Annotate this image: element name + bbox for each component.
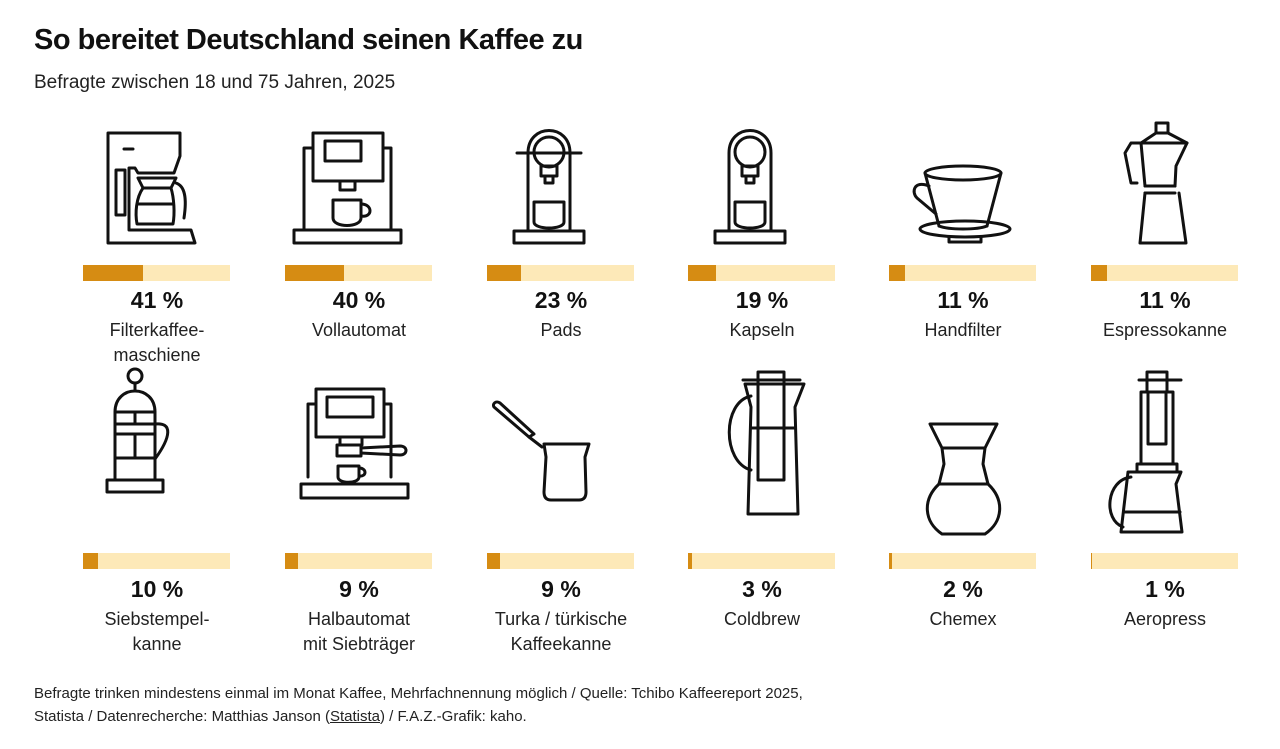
chart-subtitle: Befragte zwischen 18 und 75 Jahren, 2025 xyxy=(34,72,396,93)
value-label: 40 % xyxy=(332,287,386,313)
value-label: 3 % xyxy=(742,576,782,602)
bar-track xyxy=(889,265,1036,281)
cezve-icon xyxy=(487,362,635,542)
value-label: 41 % xyxy=(130,287,184,313)
value-label: 10 % xyxy=(130,576,184,602)
bar-track xyxy=(285,265,432,281)
bar-fill xyxy=(285,265,344,281)
bar-track xyxy=(1091,265,1238,281)
category-label: Siebstempel- kanne xyxy=(104,609,210,654)
bar-fill xyxy=(1091,553,1093,569)
bar-fill xyxy=(688,553,693,569)
footer-line-1: Befragte trinken mindestens einmal im Mo… xyxy=(34,685,803,702)
bar-track xyxy=(487,553,634,569)
french-press-icon xyxy=(83,362,231,542)
category-label: Aeropress xyxy=(1123,609,1207,629)
footer-line-2a: Statista / Datenrecherche: Matthias Jans… xyxy=(34,708,330,725)
value-label: 2 % xyxy=(943,576,983,602)
chart-title: So bereitet Deutschland seinen Kaffee zu xyxy=(34,24,583,56)
chemex-icon xyxy=(889,362,1037,542)
bar-track xyxy=(83,553,230,569)
bar-track xyxy=(688,553,835,569)
footer-line-2b: ) / F.A.Z.-Grafik: kaho. xyxy=(380,708,527,725)
bar-track xyxy=(889,553,1036,569)
category-label: Coldbrew xyxy=(723,609,801,629)
category-label: Handfilter xyxy=(924,320,1002,340)
category-label: Turka / türkische Kaffeekanne xyxy=(494,609,628,654)
pad-machine-icon xyxy=(487,118,635,258)
bar-fill xyxy=(83,553,98,569)
bar-track xyxy=(688,265,835,281)
category-label: Espressokanne xyxy=(1102,320,1228,340)
category-label: Vollautomat xyxy=(311,320,407,340)
value-label: 11 % xyxy=(937,287,989,313)
cold-brew-icon xyxy=(688,362,836,542)
hand-filter-icon xyxy=(889,118,1037,258)
value-label: 19 % xyxy=(735,287,789,313)
category-label: Pads xyxy=(540,320,582,340)
filter-coffee-machine-icon xyxy=(83,118,231,258)
bar-track xyxy=(83,265,230,281)
fully-automatic-machine-icon xyxy=(285,118,433,258)
category-label: Halbautomat mit Siebträger xyxy=(302,609,416,654)
statista-link[interactable]: Statista xyxy=(329,708,381,725)
moka-pot-icon xyxy=(1091,118,1239,258)
bar-fill xyxy=(285,553,299,569)
source-note: Befragte trinken mindestens einmal im Mo… xyxy=(34,682,803,728)
bar-fill xyxy=(487,553,501,569)
category-label: Kapseln xyxy=(729,320,795,340)
value-label: 9 % xyxy=(541,576,581,602)
category-label: Filterkaffee- maschiene xyxy=(109,320,205,365)
bar-fill xyxy=(889,265,906,281)
capsule-machine-icon xyxy=(688,118,836,258)
bar-fill xyxy=(83,265,144,281)
bar-track xyxy=(1091,553,1238,569)
value-label: 9 % xyxy=(339,576,379,602)
category-label: Chemex xyxy=(929,609,997,629)
bar-track xyxy=(487,265,634,281)
value-label: 1 % xyxy=(1145,576,1185,602)
value-label: 23 % xyxy=(534,287,588,313)
bar-fill xyxy=(889,553,892,569)
bar-track xyxy=(285,553,432,569)
bar-fill xyxy=(688,265,716,281)
value-label: 11 % xyxy=(1139,287,1191,313)
bar-fill xyxy=(487,265,521,281)
portafilter-machine-icon xyxy=(285,362,433,542)
bar-fill xyxy=(1091,265,1108,281)
aeropress-icon xyxy=(1091,362,1239,542)
